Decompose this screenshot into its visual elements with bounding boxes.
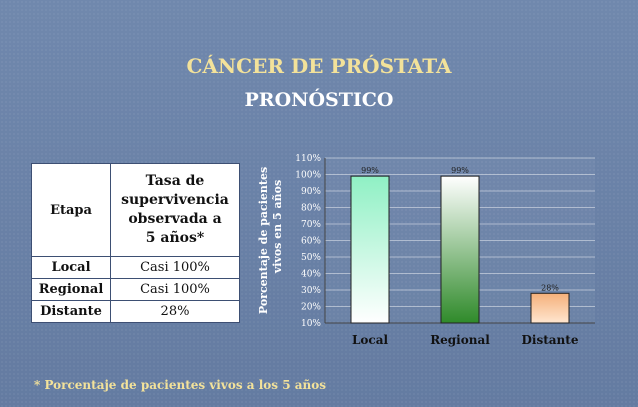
y-tick-label: 100%	[295, 171, 321, 181]
y-tick-label: 30%	[301, 286, 321, 296]
stage-cell: Distante	[31, 300, 111, 323]
x-tick-label: Local	[352, 333, 389, 347]
header-rate-line: 5 años*	[145, 230, 205, 246]
footnote: * Porcentaje de pacientes vivos a los 5 …	[34, 378, 327, 392]
rate-cell: Casi 100%	[110, 256, 240, 279]
survival-bar-chart: 10% 20% 30% 40% 50% 60% 70% 80% 90% 100% 110% 99% Lo…	[257, 154, 595, 347]
y-tick-label: 80%	[301, 204, 321, 214]
rate-cell: Casi 100%	[110, 278, 240, 301]
stage-cell: Regional	[31, 278, 111, 301]
y-tick-label: 20%	[301, 303, 321, 313]
y-tick-label: 90%	[301, 187, 321, 197]
header-rate-line: supervivencia	[121, 192, 229, 208]
y-tick-label: 10%	[301, 319, 321, 329]
data-label: 99%	[361, 166, 379, 175]
bar	[530, 292, 570, 324]
header-rate: Tasa de supervivencia observada a 5 años…	[110, 163, 240, 257]
rate-cell: 28%	[110, 300, 240, 323]
y-tick-label: 40%	[301, 270, 321, 280]
survival-table: Etapa Tasa de supervivencia observada a …	[31, 163, 240, 323]
header-rate-line: observada a	[128, 211, 222, 227]
slide-title: CÁNCER DE PRÓSTATA	[186, 54, 452, 78]
stage-cell: Local	[31, 256, 111, 279]
y-tick-label: 60%	[301, 237, 321, 247]
table-row: Regional Casi 100%	[31, 278, 240, 301]
y-tick-label: 70%	[301, 220, 321, 230]
header-rate-line: Tasa de	[145, 173, 205, 189]
table-row: Distante 28%	[31, 300, 240, 323]
table-header-row: Etapa Tasa de supervivencia observada a …	[31, 163, 240, 257]
x-tick-label: Distante	[522, 333, 579, 347]
header-stage: Etapa	[31, 163, 111, 257]
y-axis-label: vivos en 5 años	[271, 180, 284, 274]
y-axis-label: Porcentaje de pacientes	[257, 167, 270, 314]
data-label: 99%	[451, 166, 469, 175]
slide-subtitle: PRONÓSTICO	[244, 89, 394, 111]
y-tick-label: 110%	[295, 154, 321, 164]
data-label: 28%	[541, 283, 559, 292]
bar	[350, 175, 390, 324]
y-tick-label: 50%	[301, 253, 321, 263]
table-row: Local Casi 100%	[31, 256, 240, 279]
bar	[440, 175, 480, 324]
x-tick-label: Regional	[430, 333, 490, 347]
